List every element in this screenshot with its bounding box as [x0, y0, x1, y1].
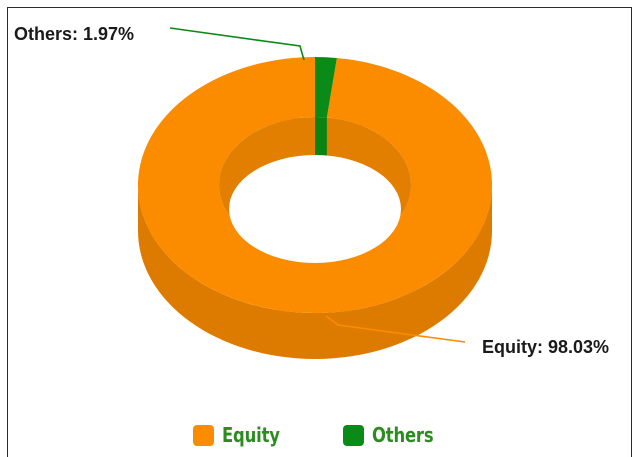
- legend-item-equity[interactable]: Equity: [193, 423, 292, 447]
- slice-side-equity[interactable]: [138, 185, 492, 359]
- legend-label-others: Others: [371, 423, 434, 447]
- donut-hole: [229, 155, 401, 263]
- donut-chart: Equity: 98.03% Others: 1.97%: [14, 24, 609, 359]
- slice-inner-others: [315, 117, 327, 159]
- legend-swatch-equity: [193, 424, 215, 446]
- data-label-equity: Equity: 98.03%: [482, 337, 609, 357]
- slices-layer: [137, 57, 492, 359]
- slice-equity[interactable]: [137, 57, 492, 313]
- leader-line-others: [169, 27, 305, 61]
- leader-line-equity: [325, 315, 466, 343]
- legend-swatch-others: [342, 424, 364, 446]
- data-label-others: Others: 1.97%: [14, 24, 134, 44]
- legend-item-others[interactable]: Others: [342, 423, 447, 447]
- legend-label-equity: Equity: [222, 423, 281, 447]
- slice-others[interactable]: [315, 57, 337, 118]
- labels-layer: Equity: 98.03% Others: 1.97%: [14, 24, 609, 357]
- legend: Equity Others: [0, 420, 640, 450]
